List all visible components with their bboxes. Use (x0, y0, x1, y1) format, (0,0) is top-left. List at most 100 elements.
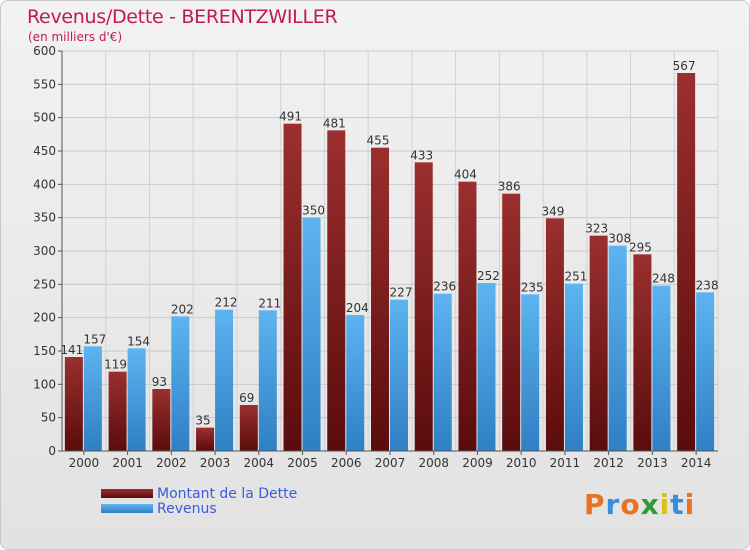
x-tick-label: 2014 (681, 456, 712, 470)
logo-letter: i (684, 488, 696, 521)
bar-debt (371, 147, 389, 451)
data-label-revenus: 235 (521, 280, 544, 294)
data-label-debt: 349 (541, 204, 564, 218)
bar-revenus (215, 309, 234, 451)
chart-title: Revenus/Dette - BERENTZWILLER (27, 6, 338, 28)
logo-letter: t (670, 488, 685, 521)
data-label-debt: 404 (454, 168, 477, 182)
bar-debt (239, 405, 258, 451)
proxiti-logo: Proxiti (584, 488, 695, 521)
bars (64, 73, 715, 452)
y-tick-label: 100 (33, 377, 56, 391)
data-label-revenus: 212 (215, 296, 238, 310)
bar-revenus (696, 292, 715, 451)
data-label-debt: 35 (195, 414, 210, 428)
logo-letter: i (659, 488, 671, 521)
data-label-revenus: 157 (83, 332, 106, 346)
data-label-revenus: 308 (608, 232, 631, 246)
data-label-revenus: 236 (433, 280, 456, 294)
data-label-revenus: 211 (258, 296, 281, 310)
bar-revenus (477, 283, 496, 451)
y-tick-label: 500 (33, 111, 56, 125)
data-label-debt: 433 (410, 148, 433, 162)
bar-revenus (521, 294, 540, 451)
bar-debt (545, 218, 564, 451)
logo-letter: o (620, 488, 641, 521)
bar-debt (458, 181, 477, 451)
y-tick-label: 400 (33, 177, 56, 191)
x-tick-label: 2012 (593, 456, 624, 470)
bar-debt (64, 357, 83, 451)
x-tick-label: 2004 (244, 456, 275, 470)
bar-debt (283, 123, 302, 452)
bar-revenus (83, 346, 102, 451)
data-label-revenus: 238 (696, 278, 719, 292)
y-tick-label: 150 (33, 344, 56, 358)
x-tick-label: 2006 (331, 456, 362, 470)
bar-debt (633, 254, 652, 451)
bar-revenus (171, 316, 190, 451)
bar-debt (589, 235, 608, 451)
data-label-revenus: 204 (346, 301, 369, 315)
data-label-debt: 141 (60, 343, 83, 357)
y-tick-label: 250 (33, 277, 56, 291)
y-tick-label: 300 (33, 244, 56, 258)
axes: 0 50 100 150 200 250 300 350 400 450 500 550 600 2000… (33, 44, 718, 470)
bar-revenus (390, 299, 408, 451)
bar-debt (108, 371, 127, 451)
bar-debt (502, 193, 521, 451)
data-label-debt: 567 (673, 59, 696, 73)
bar-revenus (302, 217, 321, 451)
y-tick-label: 50 (41, 411, 56, 425)
bar-revenus (258, 310, 277, 451)
data-label-debt: 386 (498, 180, 521, 194)
x-tick-label: 2005 (287, 456, 318, 470)
data-label-debt: 323 (585, 222, 608, 236)
y-tick-label: 200 (33, 311, 56, 325)
data-label-debt: 455 (367, 134, 390, 148)
y-tick-label: 350 (33, 211, 56, 225)
chart-subtitle: (en milliers d'€) (28, 30, 123, 44)
x-tick-label: 2003 (200, 456, 231, 470)
bar-revenus (652, 285, 671, 451)
data-label-revenus: 251 (564, 270, 587, 284)
data-label-debt: 491 (279, 110, 302, 124)
data-label-debt: 69 (239, 391, 254, 405)
legend-swatch-revenus (101, 504, 153, 513)
bar-debt (327, 130, 346, 452)
bar-revenus (127, 348, 146, 451)
data-label-revenus: 252 (477, 269, 500, 283)
y-tick-label: 550 (33, 77, 56, 91)
data-label-debt: 481 (323, 116, 346, 130)
x-tick-label: 2013 (637, 456, 668, 470)
x-tick-label: 2011 (550, 456, 581, 470)
x-tick-label: 2009 (462, 456, 493, 470)
bar-debt (677, 73, 696, 451)
bar-revenus (608, 245, 627, 451)
bar-debt (196, 427, 215, 451)
data-label-debt: 295 (629, 240, 652, 254)
data-label-revenus: 248 (652, 272, 675, 286)
x-tick-label: 2000 (69, 456, 100, 470)
logo-letter: x (640, 488, 660, 521)
y-tick-label: 600 (33, 44, 56, 58)
x-tick-label: 2008 (418, 456, 449, 470)
bar-debt (152, 389, 171, 451)
data-label-revenus: 202 (171, 302, 194, 316)
data-label-revenus: 154 (127, 334, 150, 348)
y-tick-label: 0 (48, 444, 56, 458)
x-tick-label: 2010 (506, 456, 537, 470)
legend-label-debt: Montant de la Dette (157, 486, 298, 502)
logo-letter: r (605, 488, 621, 521)
x-tick-label: 2007 (375, 456, 406, 470)
bar-revenus (346, 315, 365, 451)
y-tick-label: 450 (33, 144, 56, 158)
bar-debt (414, 162, 433, 452)
legend-label-revenus: Revenus (157, 501, 217, 517)
x-tick-label: 2001 (112, 456, 143, 470)
bar-revenus (564, 283, 583, 451)
legend-swatch-debt (101, 489, 153, 498)
